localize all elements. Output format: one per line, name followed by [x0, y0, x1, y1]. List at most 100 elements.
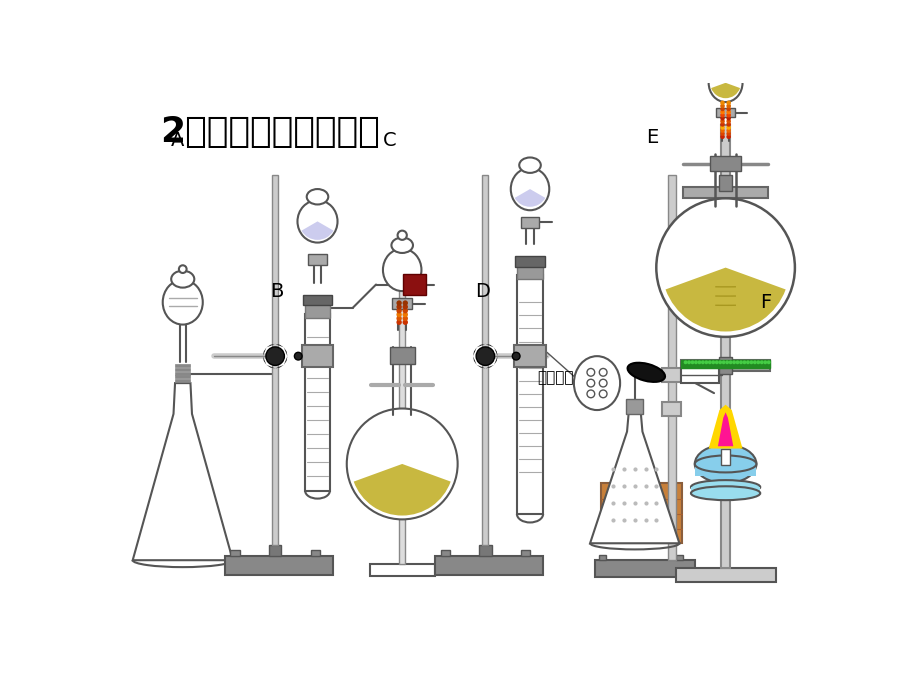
Circle shape	[726, 131, 731, 136]
Circle shape	[728, 360, 732, 364]
Polygon shape	[485, 365, 494, 368]
Circle shape	[726, 119, 731, 124]
Wedge shape	[353, 464, 450, 515]
Ellipse shape	[690, 480, 759, 494]
Bar	[403, 274, 425, 295]
Circle shape	[598, 380, 607, 387]
Bar	[435, 556, 542, 575]
Bar	[598, 555, 606, 560]
Text: E: E	[645, 128, 658, 147]
Text: 多孔隔板: 多孔隔板	[537, 370, 573, 385]
Ellipse shape	[694, 455, 755, 473]
Bar	[175, 380, 190, 382]
Circle shape	[700, 360, 704, 364]
Bar	[308, 254, 326, 264]
Circle shape	[403, 300, 407, 306]
Circle shape	[512, 353, 519, 360]
Circle shape	[710, 360, 714, 364]
Text: A: A	[171, 130, 184, 150]
Bar	[231, 550, 240, 556]
Circle shape	[720, 104, 724, 108]
Polygon shape	[494, 356, 497, 365]
Bar	[268, 545, 281, 556]
Polygon shape	[267, 365, 275, 368]
Circle shape	[403, 316, 407, 321]
Bar	[440, 550, 449, 556]
Bar	[272, 175, 278, 545]
Ellipse shape	[171, 270, 194, 288]
Circle shape	[718, 360, 721, 364]
Circle shape	[726, 135, 731, 139]
Polygon shape	[263, 348, 267, 356]
Bar	[720, 125, 730, 568]
Circle shape	[726, 110, 731, 115]
Circle shape	[726, 104, 731, 108]
Circle shape	[720, 101, 724, 105]
Polygon shape	[284, 356, 287, 365]
Circle shape	[686, 360, 690, 364]
Circle shape	[755, 360, 759, 364]
Bar	[520, 217, 539, 228]
Wedge shape	[664, 268, 785, 331]
Circle shape	[403, 312, 407, 317]
Wedge shape	[301, 221, 334, 240]
Ellipse shape	[382, 248, 421, 291]
Circle shape	[720, 125, 724, 130]
Circle shape	[766, 360, 770, 364]
Text: C: C	[383, 130, 396, 150]
Ellipse shape	[716, 55, 734, 69]
Circle shape	[598, 368, 607, 376]
Ellipse shape	[518, 157, 540, 173]
Polygon shape	[275, 365, 284, 368]
Bar	[667, 175, 675, 560]
Circle shape	[586, 390, 594, 397]
Bar	[516, 264, 542, 279]
Bar	[626, 399, 642, 414]
Bar	[680, 360, 769, 371]
Circle shape	[721, 360, 725, 364]
Bar	[709, 156, 740, 171]
Ellipse shape	[694, 444, 755, 483]
Bar	[662, 368, 680, 382]
Circle shape	[726, 128, 731, 133]
Circle shape	[752, 360, 756, 364]
Polygon shape	[132, 383, 233, 560]
Circle shape	[707, 360, 711, 364]
Bar	[716, 108, 734, 117]
Polygon shape	[717, 413, 732, 446]
Circle shape	[697, 360, 700, 364]
Circle shape	[178, 265, 187, 273]
Bar	[175, 375, 190, 379]
Circle shape	[720, 113, 724, 117]
Text: 2、常用的发生装置图: 2、常用的发生装置图	[160, 115, 379, 149]
Circle shape	[749, 360, 753, 364]
Circle shape	[266, 347, 284, 366]
Circle shape	[732, 360, 735, 364]
Circle shape	[396, 312, 402, 317]
Ellipse shape	[297, 200, 337, 243]
Text: B: B	[269, 282, 283, 301]
Circle shape	[690, 360, 694, 364]
Circle shape	[724, 360, 728, 364]
Circle shape	[586, 368, 594, 376]
Bar	[390, 347, 414, 364]
Polygon shape	[476, 344, 485, 348]
Circle shape	[742, 360, 745, 364]
Bar	[662, 402, 680, 416]
Bar	[719, 175, 731, 190]
Circle shape	[396, 304, 402, 310]
Bar	[514, 256, 545, 267]
Circle shape	[704, 360, 708, 364]
Circle shape	[726, 101, 731, 105]
Bar	[482, 175, 488, 545]
Bar	[305, 314, 329, 491]
Bar	[680, 368, 719, 383]
Circle shape	[720, 131, 724, 136]
Ellipse shape	[510, 168, 549, 210]
Polygon shape	[284, 348, 287, 356]
Circle shape	[586, 380, 594, 387]
Bar	[600, 483, 681, 543]
Circle shape	[720, 128, 724, 133]
Circle shape	[726, 125, 731, 130]
Circle shape	[720, 110, 724, 115]
